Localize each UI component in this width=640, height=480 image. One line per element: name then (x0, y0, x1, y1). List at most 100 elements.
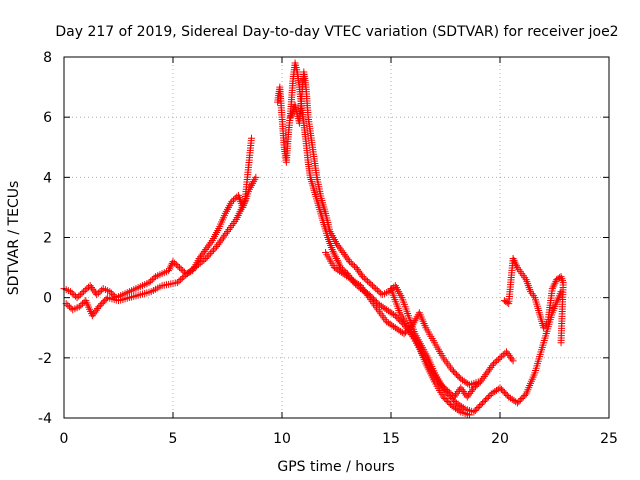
data-point (482, 371, 490, 379)
data-point (166, 265, 174, 273)
data-point (191, 264, 199, 272)
data-point (509, 357, 517, 365)
chart-title: Day 217 of 2019, Sidereal Day-to-day VTE… (55, 24, 618, 40)
y-tick-label: 4 (43, 170, 52, 186)
data-point (447, 390, 455, 398)
x-tick-label: 10 (273, 431, 291, 447)
data-point (98, 300, 106, 308)
data-point (477, 400, 485, 408)
data-point (496, 384, 504, 392)
data-point (203, 253, 211, 261)
data-point (486, 365, 494, 373)
data-point (340, 267, 348, 275)
data-point (344, 256, 352, 264)
data-point (353, 265, 361, 273)
data-point (88, 312, 96, 320)
data-point (196, 259, 204, 267)
x-tick-label: 25 (600, 431, 618, 447)
data-point (90, 287, 98, 295)
data-point (333, 255, 340, 263)
data-point (334, 241, 342, 249)
data-point (359, 273, 367, 281)
data-point (202, 246, 210, 254)
x-tick-label: 15 (382, 431, 400, 447)
data-point (247, 134, 255, 142)
data-point (478, 376, 486, 384)
data-point (147, 277, 155, 285)
data-point (335, 260, 343, 268)
data-point (350, 262, 358, 270)
data-point (513, 262, 521, 270)
data-point (176, 264, 184, 272)
data-point (484, 393, 492, 401)
data-point (500, 388, 508, 396)
data-point (329, 247, 337, 255)
data-point (499, 387, 507, 395)
data-point (483, 369, 491, 377)
x-tick-label: 5 (169, 431, 178, 447)
data-point (209, 246, 217, 254)
data-point (352, 264, 360, 272)
data-point (73, 294, 81, 302)
data-point (548, 285, 556, 293)
data-point (368, 282, 376, 290)
data-point (172, 261, 180, 269)
axis-ticks (63, 56, 610, 419)
data-point (207, 238, 215, 246)
data-point (471, 382, 479, 390)
data-point (455, 407, 463, 415)
data-point (195, 255, 203, 263)
data-point (171, 259, 179, 267)
data-point (339, 249, 347, 257)
data-point (184, 270, 192, 278)
data-point (444, 397, 452, 405)
data-point (173, 279, 181, 287)
data-point (180, 273, 188, 281)
data-point (370, 283, 378, 291)
data-point (480, 397, 488, 405)
data-point (465, 411, 473, 419)
y-tick-label: 0 (43, 291, 52, 307)
data-point (442, 396, 450, 404)
data-point (480, 372, 488, 380)
data-point (357, 271, 365, 279)
data-point (65, 303, 73, 311)
data-point (508, 355, 516, 363)
data-point (187, 267, 195, 275)
data-point (515, 397, 523, 405)
y-tick-label: 8 (43, 50, 52, 66)
data-point (174, 262, 182, 270)
data-point (463, 393, 471, 401)
data-point (474, 378, 482, 386)
data-point (498, 352, 506, 360)
data-point (86, 282, 94, 290)
data-point (484, 367, 492, 375)
data-point (516, 396, 524, 404)
data-point (169, 258, 177, 266)
data-point (493, 357, 501, 365)
data-point (503, 299, 511, 307)
data-point (106, 288, 114, 296)
data-point (457, 384, 465, 392)
data-point (211, 244, 219, 252)
data-point (521, 391, 529, 399)
data-point (491, 358, 499, 366)
data-point (92, 306, 100, 314)
data-point (499, 351, 507, 359)
data-point (96, 301, 104, 309)
data-point (513, 399, 521, 407)
data-point (198, 251, 206, 259)
x-axis-label: GPS time / hours (277, 459, 394, 475)
data-point (206, 249, 214, 257)
data-point (367, 280, 375, 288)
data-point (373, 286, 381, 294)
data-point (75, 303, 83, 311)
data-point (549, 283, 557, 291)
data-point (332, 253, 340, 261)
y-tick-labels: -4 -2 0 2 4 6 8 (38, 50, 52, 427)
y-axis-label: SDTVAR / TECUs (6, 181, 22, 296)
data-point (208, 248, 216, 256)
data-point (93, 291, 101, 299)
data-point (476, 402, 484, 410)
data-point (78, 289, 86, 297)
